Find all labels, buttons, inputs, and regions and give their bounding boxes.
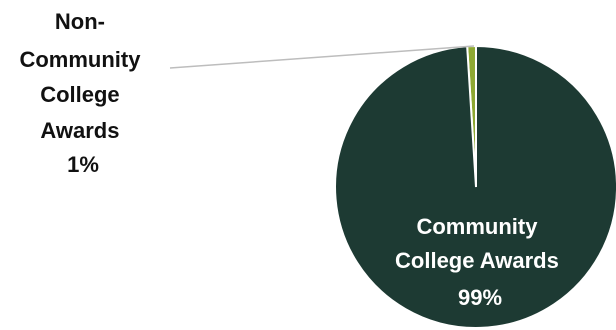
slice-percent-label: 1% <box>67 152 99 177</box>
slice-percent-label: 99% <box>458 285 502 310</box>
slice-label-line: Non- <box>55 9 105 34</box>
slice-label-community: Community College Awards 99% <box>395 214 565 310</box>
slice-label-line: College <box>40 82 119 107</box>
slice-label-line: Community <box>19 47 141 72</box>
slice-label-line: College Awards <box>395 248 559 273</box>
pie-slice-community <box>334 44 616 329</box>
slice-label-line: Community <box>416 214 538 239</box>
pie-slices <box>334 44 616 329</box>
slice-label-line: Awards <box>40 118 119 143</box>
slice-label-non-community: Non- Community College Awards 1% <box>19 9 146 177</box>
leader-line <box>169 45 475 69</box>
